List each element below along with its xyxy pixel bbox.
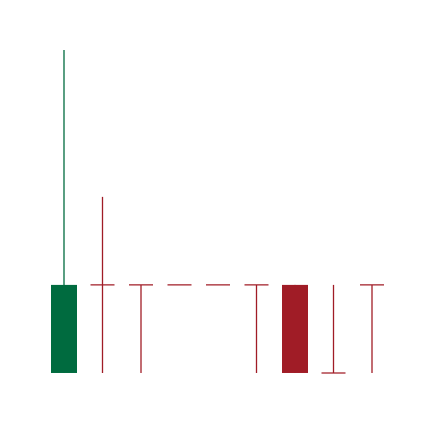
candle bbox=[51, 50, 77, 373]
candles-group bbox=[51, 50, 384, 374]
candle bbox=[282, 284, 308, 373]
candle bbox=[321, 284, 346, 374]
candle-body bbox=[282, 284, 308, 373]
candle bbox=[129, 284, 153, 373]
candle bbox=[360, 284, 384, 373]
candle bbox=[90, 196, 115, 373]
candle-body bbox=[51, 284, 77, 373]
candle bbox=[244, 284, 269, 373]
